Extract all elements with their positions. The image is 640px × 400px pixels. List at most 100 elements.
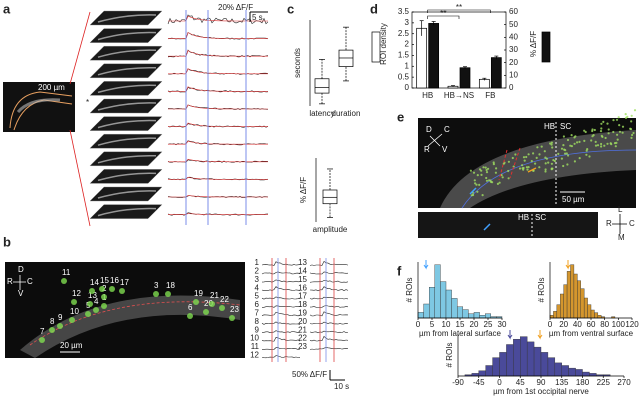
arrow (565, 260, 571, 270)
y-tick-label: 0.5 (398, 72, 410, 81)
x-tick-label: 10 (442, 320, 451, 329)
x-tick-label: latency (309, 109, 334, 118)
trace-label: 18 (298, 300, 307, 309)
trace-label: 20 (298, 317, 307, 326)
fit (168, 195, 268, 198)
legend-label: % ΔF/F (529, 31, 538, 57)
roi-dot (621, 125, 625, 128)
roi-dot (538, 153, 541, 156)
trace-label: 14 (298, 267, 307, 276)
outline (29, 301, 241, 346)
marker: * (86, 98, 89, 107)
trace (261, 271, 301, 275)
panel-label: f (397, 263, 402, 278)
roi (99, 286, 105, 292)
roi-dot (624, 116, 628, 119)
roi-dot (606, 122, 609, 125)
fit (168, 50, 268, 57)
roi-dot (617, 116, 620, 119)
panel-label: b (3, 234, 11, 249)
roi-label: 3 (154, 281, 159, 290)
roi-dot (485, 179, 489, 182)
roi-label: 15 (100, 276, 109, 285)
hist-bar (499, 352, 507, 377)
roi-dot (607, 132, 610, 135)
hist-bar (577, 280, 581, 319)
scale-label: 200 µm (38, 83, 65, 92)
hist-bar (429, 287, 436, 319)
x-tick-label: 20 (559, 320, 568, 329)
zoom-line (69, 11, 91, 85)
trace-label: 6 (255, 300, 260, 309)
roi-label: 21 (210, 291, 219, 300)
roi-label: 9 (58, 313, 63, 322)
y2-tick-label: 20 (509, 58, 518, 67)
axis-label: C (444, 125, 450, 134)
trace (309, 271, 349, 275)
slice-tissue (97, 172, 157, 182)
roi-dot (557, 152, 560, 155)
x-label: µm from lateral surface (419, 329, 502, 338)
roi-dot (570, 134, 573, 137)
roi-dot (600, 127, 603, 130)
roi-dot (621, 131, 624, 134)
trace (309, 335, 349, 342)
fit (168, 122, 268, 127)
roi-dot (540, 145, 543, 148)
legend-label: ROI density (379, 23, 388, 65)
roi-dot (632, 131, 635, 135)
roi-dot (485, 171, 489, 174)
hist-bar (423, 303, 430, 319)
trace-label: 17 (298, 292, 307, 301)
hist-bar (580, 288, 585, 319)
roi-dot (606, 142, 609, 145)
roi-dot (532, 152, 535, 155)
x-tick-label: 120 (625, 320, 639, 329)
region-label: HB (518, 213, 529, 222)
scale-label: 20% ΔF/F (218, 3, 253, 12)
box (314, 78, 330, 94)
hist-bar (553, 311, 558, 319)
roi-dot (585, 149, 588, 152)
box (322, 189, 338, 205)
hist-bar (589, 373, 597, 377)
roi-label: 11 (62, 268, 71, 277)
panel-label: a (3, 1, 11, 16)
roi-dot (527, 166, 530, 169)
y-tick-label: 3 (405, 18, 410, 27)
roi-dot (603, 144, 606, 147)
roi-dot (616, 133, 619, 136)
roi-dot (492, 163, 495, 166)
roi-label: 16 (110, 276, 119, 285)
arrow (423, 260, 429, 270)
roi-dot (485, 168, 488, 172)
roi-dot (567, 154, 570, 157)
x-tick-label: 90 (537, 378, 546, 387)
roi-dot (584, 130, 587, 134)
roi-dot (544, 170, 547, 173)
roi-dot (522, 166, 525, 170)
y-label: # ROIs (445, 343, 454, 368)
roi-dot (511, 156, 514, 160)
x-tick-label: 40 (573, 320, 582, 329)
roi-dot (599, 130, 603, 133)
trace (309, 260, 349, 266)
scale-label: 50% ΔF/F (292, 370, 327, 379)
trace (309, 347, 349, 350)
x-tick-label: 25 (484, 320, 493, 329)
hist-bar (547, 357, 556, 377)
slice (89, 151, 163, 167)
roi-dot (600, 134, 603, 137)
hist-bar (457, 306, 464, 319)
hist-bar (566, 271, 571, 319)
roi-label: 13 (88, 291, 97, 300)
hist-bar (471, 373, 479, 377)
trace (261, 261, 301, 266)
roi (229, 315, 235, 321)
roi-dot (616, 138, 619, 141)
slice (89, 81, 163, 96)
roi-dot (607, 128, 610, 131)
roi (119, 288, 125, 294)
x-tick-label: 0 (416, 320, 421, 329)
